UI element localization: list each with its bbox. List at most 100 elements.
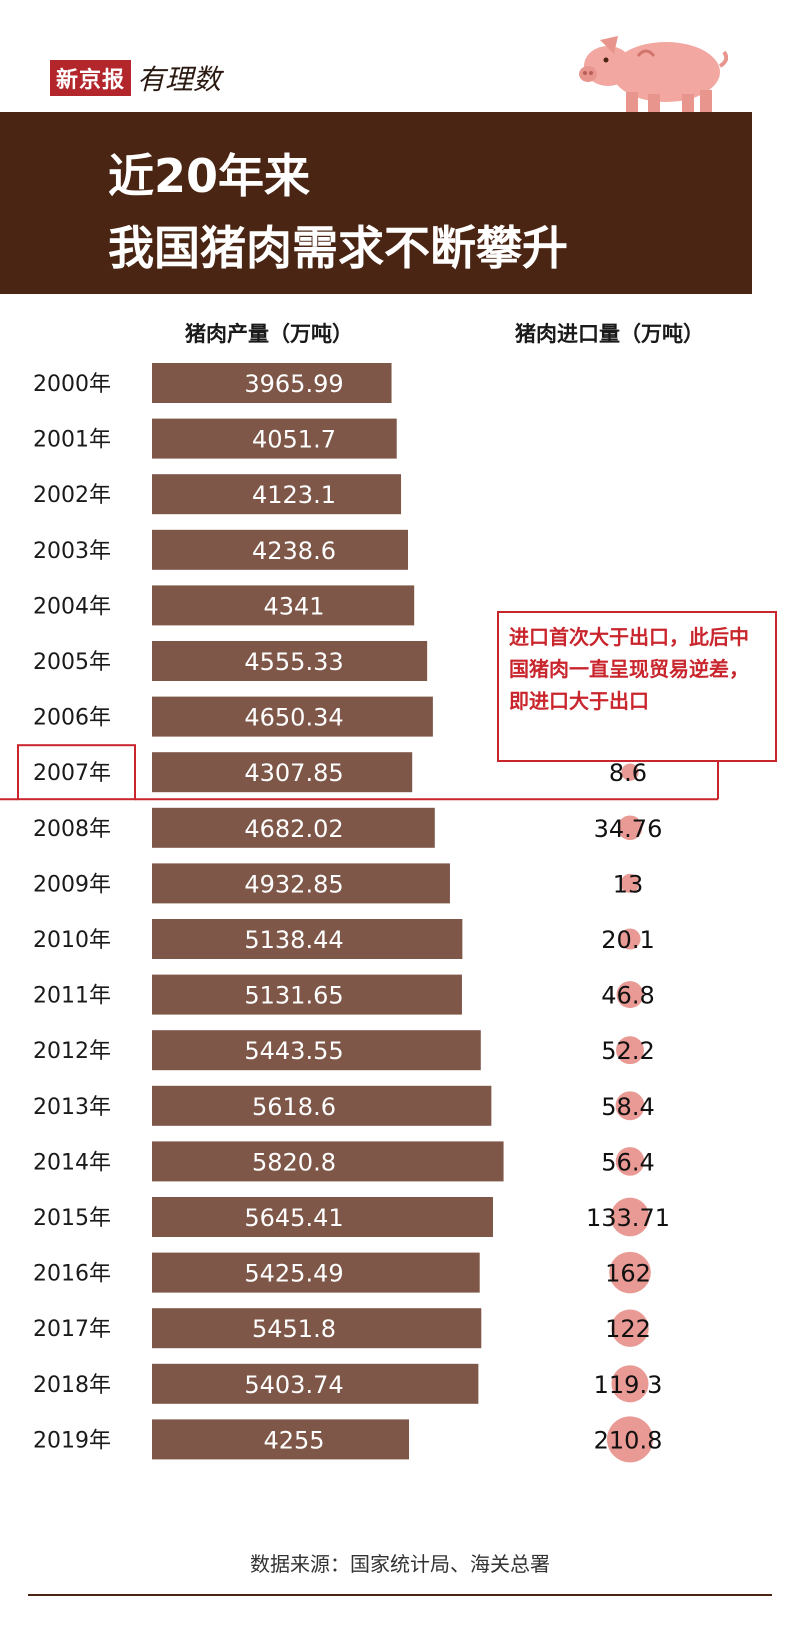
- import-value-label: 133.71: [586, 1204, 670, 1232]
- production-bar: [152, 418, 397, 459]
- year-label: 2019年: [33, 1428, 111, 1453]
- import-value-label: 58.4: [601, 1093, 654, 1121]
- bottom-rule: [28, 1594, 772, 1596]
- import-bubble: [619, 928, 641, 950]
- production-value-label: 5443.55: [244, 1037, 343, 1065]
- year-label: 2015年: [33, 1206, 111, 1231]
- production-value-label: 5403.74: [244, 1371, 343, 1399]
- year-label: 2002年: [33, 483, 111, 508]
- year-label: 2016年: [33, 1262, 111, 1287]
- production-value-label: 5138.44: [244, 926, 343, 954]
- import-value-label: 122: [605, 1315, 651, 1343]
- production-value-label: 5820.8: [252, 1148, 336, 1176]
- year-label: 2008年: [33, 817, 111, 842]
- year-label: 2000年: [33, 372, 111, 397]
- year-label: 2010年: [33, 928, 111, 953]
- import-bubble: [609, 1251, 651, 1294]
- import-value-label: 52.2: [601, 1037, 654, 1065]
- production-bar: [152, 529, 409, 570]
- production-value-label: 4932.85: [244, 870, 343, 898]
- production-bar: [152, 752, 413, 793]
- year-label: 2001年: [33, 428, 111, 453]
- import-value-label: 13: [613, 870, 644, 898]
- import-value-label: 162: [605, 1260, 651, 1288]
- production-value-label: 4341: [263, 592, 324, 620]
- import-bubble: [611, 1365, 649, 1403]
- brand-logo: 新京报 有理数: [50, 58, 221, 98]
- production-bar: [152, 696, 433, 737]
- year-label: 2013年: [33, 1095, 111, 1120]
- production-bar: [152, 863, 450, 904]
- production-value-label: 4307.85: [244, 759, 343, 787]
- year-label: 2003年: [33, 539, 111, 564]
- production-value-label: 4682.02: [244, 815, 343, 843]
- production-bar: [152, 474, 402, 515]
- data-source: 数据来源：国家统计局、海关总署: [250, 1552, 550, 1576]
- import-value-label: 46.8: [601, 982, 654, 1010]
- import-bubble: [616, 1036, 644, 1065]
- year-label: 2007年: [33, 761, 111, 786]
- import-bubble: [615, 1091, 645, 1121]
- brand-name: 新京报: [50, 60, 132, 96]
- production-bar: [152, 1419, 410, 1460]
- year-label: 2018年: [33, 1373, 111, 1398]
- production-value-label: 4238.6: [252, 537, 336, 565]
- production-bar: [152, 363, 392, 403]
- production-bar: [152, 974, 462, 1015]
- production-value-label: 5131.65: [244, 982, 343, 1010]
- production-bar: [152, 1085, 492, 1126]
- production-value-label: 4555.33: [244, 648, 343, 676]
- production-value-label: 4255: [263, 1426, 324, 1454]
- production-bar: [152, 1363, 479, 1404]
- production-value-label: 4051.7: [252, 426, 336, 454]
- year-label: 2011年: [33, 984, 111, 1009]
- title-banner: [0, 112, 752, 294]
- production-bar: [152, 1308, 482, 1349]
- year-label: 2017年: [33, 1317, 111, 1342]
- import-bubble: [615, 1147, 645, 1176]
- year-label: 2009年: [33, 872, 111, 897]
- title-line-2: 我国猪肉需求不断攀升: [108, 221, 568, 275]
- import-value-label: 34.76: [594, 815, 663, 843]
- imports-column-header: 猪肉进口量（万吨）: [515, 322, 704, 346]
- production-bar: [152, 1141, 504, 1182]
- production-value-label: 5618.6: [252, 1093, 336, 1121]
- import-value-label: 56.4: [601, 1148, 654, 1176]
- year-label: 2006年: [33, 706, 111, 731]
- import-value-label: 20.1: [601, 926, 654, 954]
- import-bubble: [610, 1197, 650, 1237]
- import-value-label: 210.8: [594, 1426, 663, 1454]
- import-bubble: [620, 873, 640, 893]
- brand-sub: 有理数: [137, 63, 222, 96]
- title-line-1: 近20年来: [108, 149, 311, 203]
- production-value-label: 5645.41: [244, 1204, 343, 1232]
- import-bubble: [617, 815, 643, 841]
- production-value-label: 5425.49: [244, 1260, 343, 1288]
- production-bar: [152, 641, 428, 681]
- annotation-box: 进口首次大于出口，此后中国猪肉一直呈现贸易逆差，即进口大于出口: [497, 611, 777, 762]
- production-bar: [152, 919, 463, 959]
- production-bar: [152, 1030, 481, 1071]
- import-value-label: 119.3: [594, 1371, 663, 1399]
- year-label: 2014年: [33, 1150, 111, 1175]
- import-bubble: [607, 1416, 653, 1463]
- year-label: 2005年: [33, 650, 111, 675]
- production-value-label: 4650.34: [244, 704, 343, 732]
- production-value-label: 5451.8: [252, 1315, 336, 1343]
- pig-icon: [579, 36, 728, 112]
- production-bar: [152, 1197, 493, 1237]
- import-bubble: [611, 1309, 649, 1347]
- import-value-label: 8.6: [609, 759, 647, 787]
- import-bubble: [616, 981, 644, 1009]
- production-bar: [152, 585, 415, 626]
- production-value-label: 3965.99: [244, 370, 343, 398]
- import-bubble: [621, 763, 639, 781]
- year-label: 2012年: [33, 1039, 111, 1064]
- production-bar: [152, 1252, 480, 1293]
- production-column-header: 猪肉产量（万吨）: [185, 322, 353, 346]
- year-label: 2004年: [33, 594, 111, 619]
- production-value-label: 4123.1: [252, 481, 336, 509]
- highlight-year-box: [17, 744, 136, 801]
- production-bar: [152, 807, 435, 848]
